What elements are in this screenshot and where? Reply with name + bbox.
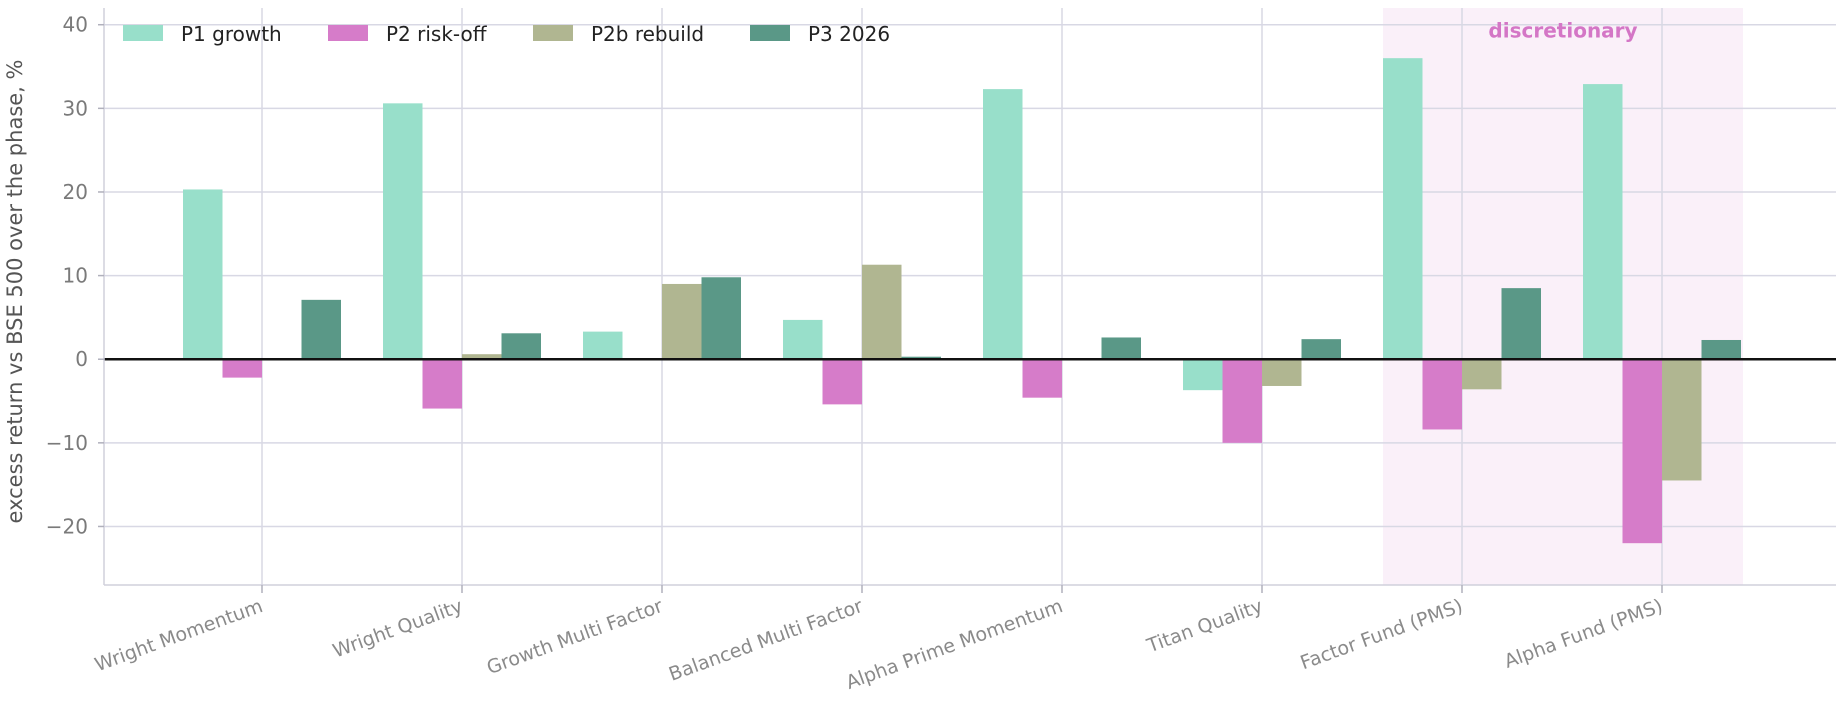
x-tick-label: Balanced Multi Factor xyxy=(666,595,866,686)
legend-label: P3 2026 xyxy=(808,22,890,46)
y-tick-label: 40 xyxy=(63,13,88,37)
x-tick-label: Alpha Prime Momentum xyxy=(843,595,1066,694)
bar xyxy=(1022,359,1062,398)
y-axis-label: excess return vs BSE 500 over the phase,… xyxy=(3,60,27,524)
bar xyxy=(701,277,741,360)
y-tick-label: 20 xyxy=(63,180,88,204)
bar xyxy=(783,319,823,360)
legend-label: P1 growth xyxy=(181,22,282,46)
x-tick-label: Growth Multi Factor xyxy=(484,595,666,679)
bar xyxy=(1183,359,1223,391)
y-tick-label: 0 xyxy=(75,347,88,371)
y-tick-label: 30 xyxy=(63,96,88,120)
bar xyxy=(1422,359,1462,430)
legend-swatch xyxy=(123,25,163,41)
bar xyxy=(1701,339,1741,360)
legend-label: P2b rebuild xyxy=(591,22,704,46)
bar xyxy=(1262,359,1302,386)
axes xyxy=(98,8,1836,593)
x-tick-label: Wright Quality xyxy=(330,595,466,662)
discretionary-region xyxy=(1383,8,1743,585)
x-tick-labels: Wright Momentum Wright Quality Growth Mult… xyxy=(92,595,1666,694)
bar xyxy=(1622,359,1662,544)
discretionary-label: discretionary xyxy=(1488,18,1637,42)
bar xyxy=(301,299,341,360)
bar xyxy=(1462,359,1502,390)
legend-label: P2 risk-off xyxy=(386,22,488,46)
y-tick-label: 10 xyxy=(63,264,88,288)
bar xyxy=(1101,337,1141,360)
bar xyxy=(1583,84,1623,360)
bar xyxy=(983,89,1023,360)
bar xyxy=(583,331,623,360)
bar xyxy=(501,333,541,360)
x-tick-label: Titan Quality xyxy=(1143,595,1266,658)
bar xyxy=(222,359,262,378)
legend-swatch xyxy=(533,25,573,41)
y-tick-label: −10 xyxy=(46,431,88,455)
bar xyxy=(862,264,902,360)
y-tick-labels: −20 −10 0 10 20 30 40 xyxy=(46,13,88,539)
bar xyxy=(822,359,862,405)
bar xyxy=(422,359,462,409)
legend-swatch xyxy=(750,25,790,41)
legend-swatch xyxy=(328,25,368,41)
bar xyxy=(183,189,223,360)
x-tick-label: Wright Momentum xyxy=(92,595,266,676)
bar xyxy=(901,356,941,360)
bar xyxy=(1301,339,1341,360)
bar xyxy=(1383,58,1423,360)
bars xyxy=(183,58,1741,544)
bar xyxy=(462,354,502,360)
bar xyxy=(1501,288,1541,360)
bar xyxy=(1222,359,1262,443)
x-tick-label: Alpha Fund (PMS) xyxy=(1501,595,1665,673)
y-tick-label: −20 xyxy=(46,514,88,538)
bar xyxy=(662,283,702,360)
bar xyxy=(383,103,423,360)
x-tick-label: Factor Fund (PMS) xyxy=(1297,595,1465,674)
bar xyxy=(1662,359,1702,481)
legend: P1 growth P2 risk-off P2b rebuild P3 2026 xyxy=(123,22,890,46)
